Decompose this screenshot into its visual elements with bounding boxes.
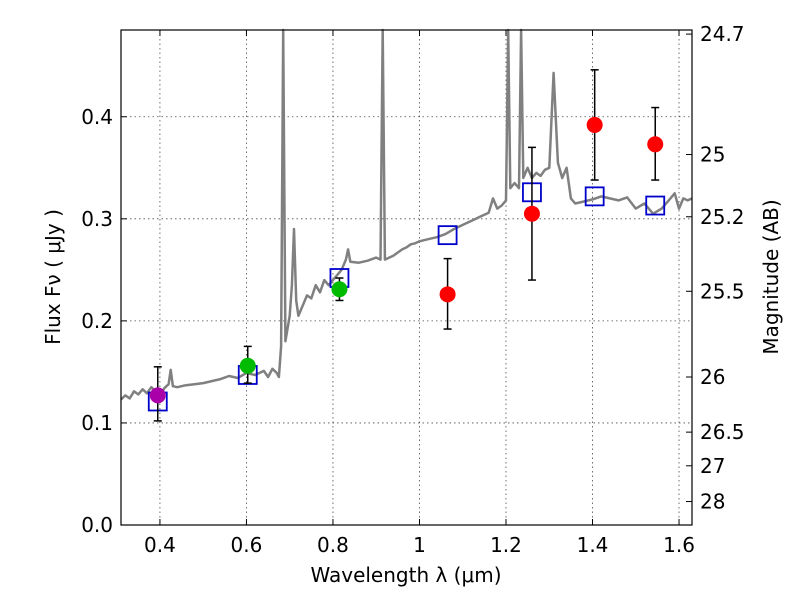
x-tick-label: 0.4 [144,533,176,557]
model-spectrum-layer [120,28,693,401]
y-right-tick-label: 26.5 [700,420,745,444]
model-spectrum-line [120,28,693,401]
y-tick-label: 0.2 [81,309,113,333]
x-tick-label: 1 [413,533,426,557]
y-right-tick-label: 25.5 [700,279,745,303]
y-right-tick-label: 25.2 [700,205,745,229]
observed-point [523,205,540,222]
observed-point [149,387,166,404]
grid-lines [121,30,692,525]
x-tick-label: 1.4 [577,533,609,557]
y-right-axis-title: Magnitude (AB) [759,199,783,354]
y-axis-title: Flux Fν ( μJy ) [41,209,65,345]
data-points-layer [147,69,666,422]
model-photometry-square [645,195,666,216]
x-tick-label: 0.8 [317,533,349,557]
axis-ticks: 0.4 0.6 0.8 1 1.2 1.4 1.6 0.0 0.1 0.2 0.3 0.4 24.7 25… [81,22,744,557]
y-tick-label: 0.4 [81,105,113,129]
y-tick-label: 0.3 [81,207,113,231]
y-right-tick-label: 27 [700,454,725,478]
model-photometry-square [584,186,605,207]
x-tick-label: 0.6 [231,533,263,557]
observed-point [331,281,348,298]
x-tick-label: 1.6 [663,533,695,557]
x-axis-title: Wavelength λ (μm) [310,563,501,587]
plot-frame [120,29,693,526]
model-photometry-square [437,225,458,246]
y-tick-label: 0.0 [81,513,113,537]
y-right-tick-label: 28 [700,490,725,514]
x-tick-label: 1.2 [490,533,522,557]
y-tick-label: 0.1 [81,411,113,435]
y-right-tick-label: 25 [700,143,725,167]
observed-point [239,357,256,374]
observed-point [647,136,664,153]
observed-point [439,286,456,303]
y-right-tick-label: 26 [700,365,725,389]
observed-point [586,116,603,133]
y-right-tick-label: 24.7 [700,22,745,46]
